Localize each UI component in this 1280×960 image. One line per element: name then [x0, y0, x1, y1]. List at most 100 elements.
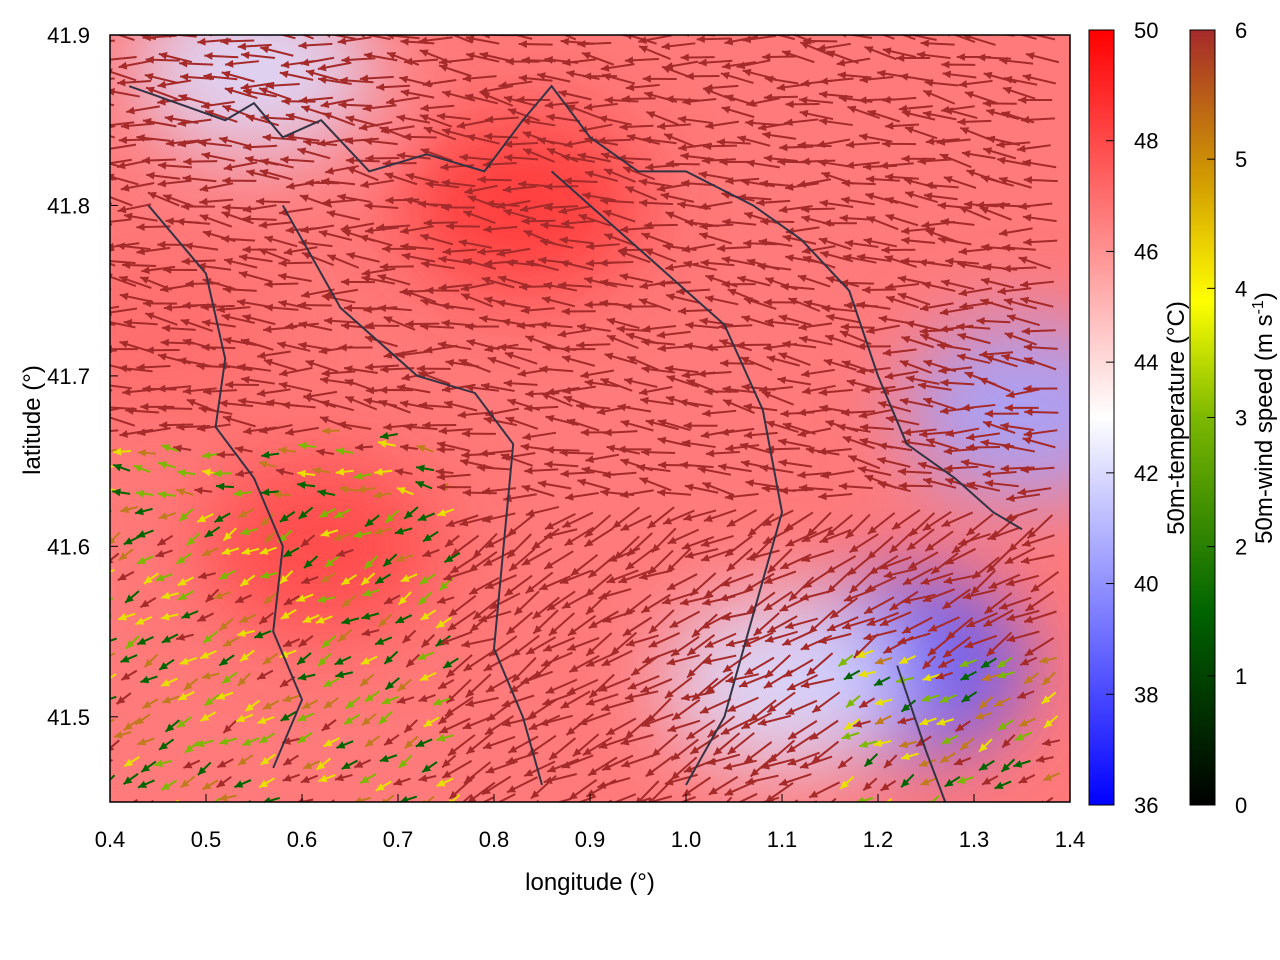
wind-arrow-head: [787, 682, 797, 691]
wind-arrow-head: [982, 99, 991, 108]
wind-arrow: [110, 321, 136, 329]
wind-arrow-head: [396, 114, 406, 122]
wind-arrow-head: [213, 591, 223, 600]
wind-arrow: [383, 794, 395, 802]
wind-arrow-head: [176, 555, 186, 564]
wind-arrow-head: [725, 548, 734, 557]
y-tick-label: 41.6: [47, 534, 90, 559]
wind-arrow-head: [825, 334, 835, 342]
wind-arrow-head: [543, 281, 553, 290]
wind-arrow-head: [354, 796, 362, 802]
wind-arrow-head: [465, 699, 475, 708]
wind-arrow-head: [97, 218, 105, 226]
wind-arrow-head: [221, 70, 231, 79]
wind-arrow-head: [418, 401, 428, 410]
wind-arrow-head: [806, 667, 816, 676]
wind-arrow-head: [599, 196, 609, 205]
wind-arrow-head: [200, 651, 210, 659]
wind-arrow-head: [110, 536, 116, 545]
wind-arrow-head: [361, 268, 371, 277]
wind-arrow-head: [657, 419, 667, 427]
wind-arrow-head: [378, 399, 388, 408]
wind-arrow-head: [849, 584, 859, 593]
wind-arrow-head: [642, 74, 651, 83]
wind-arrow-head: [849, 544, 859, 553]
wind-arrow-head: [161, 782, 171, 791]
wind-arrow-head: [438, 255, 447, 264]
wind-arrow-head: [110, 784, 111, 786]
wind-arrow-head: [919, 430, 928, 439]
wind-arrow-head: [882, 348, 892, 357]
wind-arrow-head: [437, 508, 447, 517]
wind-arrow-head: [927, 647, 937, 656]
wind-arrow-head: [884, 759, 893, 768]
wind-arrow-head: [365, 738, 374, 747]
wind-arrow-head: [604, 233, 614, 241]
wind-arrow-head: [450, 565, 460, 574]
wind-arrow-head: [160, 679, 170, 687]
wind-arrow-head: [512, 673, 521, 683]
wind-arrow-head: [600, 378, 610, 386]
wind-arrow-head: [315, 616, 325, 624]
wind-arrow-head: [959, 302, 968, 310]
wind-arrow-head: [482, 515, 491, 523]
wind-arrow-head: [883, 27, 892, 34]
wind-arrow-head: [719, 593, 729, 602]
wind-arrow: [110, 305, 120, 310]
wind-arrow-head: [461, 293, 471, 301]
wind-arrow-head: [624, 377, 633, 386]
wind-arrow-head: [260, 756, 270, 765]
wind-arrow-head: [723, 762, 733, 771]
wind-arrow-head: [785, 254, 794, 262]
wind-arrow-head: [158, 404, 167, 413]
wind-arrow-head: [344, 365, 353, 374]
wind-arrow-head: [721, 280, 730, 289]
wind-arrow-head: [446, 809, 455, 817]
wind-arrow-head: [441, 203, 450, 212]
wind-arrow-head: [700, 430, 710, 439]
wind-arrow-head: [816, 140, 826, 148]
wind-arrow-head: [203, 387, 212, 396]
wind-arrow-head: [278, 446, 287, 455]
colorbar-tick-label: 50: [1134, 18, 1158, 43]
wind-arrow-head: [262, 133, 272, 142]
wind-arrow-head: [997, 287, 1006, 295]
wind-arrow-head: [724, 788, 734, 796]
wind-arrow-head: [125, 406, 134, 415]
wind-arrow-head: [589, 689, 599, 698]
wind-arrow-head: [182, 338, 192, 347]
wind-arrow-head: [627, 356, 637, 364]
wind-arrow-head: [418, 596, 428, 605]
wind-arrow-head: [874, 678, 884, 686]
wind-arrow-head: [921, 221, 930, 229]
wind-arrow-head: [648, 640, 658, 648]
wind-arrow-head: [484, 115, 494, 124]
wind-arrow-head: [698, 58, 707, 67]
wind-arrow-head: [234, 445, 244, 454]
wind-arrow-head: [1001, 111, 1011, 119]
wind-arrow-head: [597, 781, 607, 789]
wind-arrow-head: [583, 811, 592, 819]
wind-arrow-head: [298, 341, 307, 350]
wind-arrow-head: [385, 514, 394, 523]
wind-arrow-head: [997, 156, 1006, 165]
wind-arrow-head: [404, 289, 414, 298]
wind-arrow-head: [902, 428, 912, 437]
wind-arrow-head: [830, 610, 840, 619]
wind-arrow: [110, 407, 120, 412]
wind-arrow-head: [703, 87, 713, 95]
wind-arrow-head: [441, 385, 451, 393]
wind-arrow-head: [561, 307, 570, 316]
wind-arrow-head: [705, 295, 714, 303]
wind-arrow-head: [523, 230, 533, 238]
wind-arrow-head: [163, 303, 173, 312]
wind-arrow-head: [177, 119, 187, 127]
wind-arrow-head: [601, 703, 611, 712]
wind-arrow-head: [463, 210, 473, 218]
wind-arrow-head: [544, 460, 553, 469]
wind-arrow-head: [445, 519, 455, 528]
wind-arrow-head: [298, 321, 308, 329]
wind-arrow-head: [602, 73, 612, 81]
wind-arrow-head: [826, 313, 835, 322]
wind-arrow-head: [335, 670, 345, 679]
